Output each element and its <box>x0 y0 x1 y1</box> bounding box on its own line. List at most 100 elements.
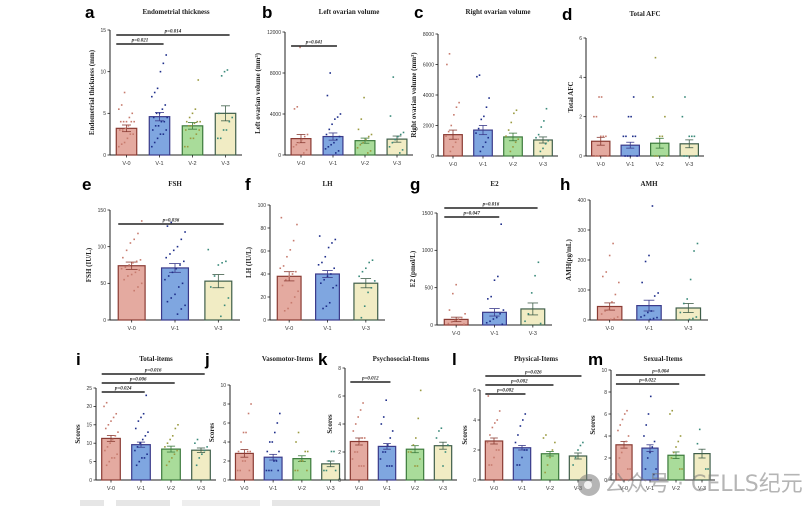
data-point <box>270 469 273 472</box>
y-tick-label: 0 <box>473 478 476 484</box>
data-point <box>131 112 134 115</box>
data-point <box>337 150 340 152</box>
data-point <box>519 425 522 427</box>
data-point <box>634 135 637 138</box>
data-point <box>139 259 142 261</box>
data-point <box>495 316 498 319</box>
data-point <box>296 106 299 108</box>
data-point <box>452 292 454 295</box>
y-tick-label: 100 <box>578 288 587 294</box>
x-tick-label: V-1 <box>645 326 653 332</box>
panel-letter: l <box>452 350 457 369</box>
data-point <box>286 255 288 258</box>
data-point <box>283 310 286 312</box>
data-point <box>458 101 460 104</box>
data-point <box>362 141 364 144</box>
y-tick-label: 0 <box>103 153 106 159</box>
data-point <box>217 112 220 115</box>
data-point <box>695 316 698 318</box>
data-point <box>501 323 504 326</box>
data-point <box>407 451 410 453</box>
data-point <box>273 460 275 462</box>
y-tick-label: 2 <box>473 448 476 454</box>
bar-V-1 <box>148 116 171 156</box>
data-point <box>151 129 154 131</box>
data-point <box>597 155 599 157</box>
y-tick-label: 4 <box>223 440 226 446</box>
data-point <box>301 460 304 462</box>
data-point <box>127 125 130 127</box>
data-point <box>545 107 548 110</box>
data-point <box>320 282 322 284</box>
data-point <box>480 118 483 121</box>
data-point <box>460 316 463 319</box>
data-point <box>194 108 197 110</box>
data-point <box>623 446 625 448</box>
data-point <box>186 145 189 148</box>
panel-m: m Sexual-Items 0 2 4 6 8 10 Scores V-0 V-1 V-2 V-3 p=… <box>588 350 715 492</box>
data-point <box>366 152 369 154</box>
data-point <box>132 133 135 135</box>
x-tick-label: V-0 <box>240 486 248 492</box>
data-point <box>179 264 181 266</box>
data-point <box>542 147 544 150</box>
data-point <box>594 155 597 157</box>
data-point <box>265 469 268 472</box>
data-point <box>544 143 547 145</box>
data-point <box>323 469 325 472</box>
panel-title: FSH <box>168 180 182 188</box>
data-point <box>517 434 519 436</box>
bar-V-3 <box>433 445 453 481</box>
y-tick-label: 8000 <box>423 32 434 38</box>
data-point <box>143 457 146 459</box>
x-tick-label: V-0 <box>107 486 115 492</box>
data-point <box>170 297 173 299</box>
data-point <box>118 108 120 110</box>
data-point <box>514 441 517 444</box>
data-point <box>318 235 321 237</box>
data-point <box>163 120 166 123</box>
data-point <box>297 290 299 293</box>
data-point <box>630 115 632 118</box>
data-point <box>524 320 526 323</box>
data-point <box>220 75 223 77</box>
y-tick-label: 15 <box>100 28 106 34</box>
data-point <box>455 106 458 108</box>
data-point <box>683 155 685 157</box>
bar-V-0 <box>349 440 369 481</box>
data-point <box>299 46 301 49</box>
data-point <box>162 62 165 65</box>
x-tick-label: V-3 <box>529 331 537 337</box>
data-point <box>489 434 491 436</box>
data-point <box>177 424 179 426</box>
data-point <box>534 274 536 277</box>
panel-title: Endometrial thickness <box>142 8 209 16</box>
data-point <box>527 313 530 315</box>
data-point <box>365 267 367 270</box>
y-tick-label: 2 <box>223 459 226 465</box>
data-point <box>245 431 247 434</box>
data-point <box>370 287 373 289</box>
data-point <box>452 146 454 148</box>
panel-d: d Total AFC 0 2 4 6 Total AFC V-0 V-1 V-2 V-3 <box>562 5 704 168</box>
data-point <box>136 446 139 448</box>
data-point <box>677 440 680 443</box>
y-axis-label: AMH(pg/mL) <box>565 239 573 281</box>
data-point <box>679 311 682 314</box>
data-point <box>165 256 167 259</box>
data-point <box>684 96 686 98</box>
x-tick-label: V-3 <box>221 161 229 167</box>
data-point <box>500 223 502 225</box>
data-point <box>123 278 125 281</box>
data-point <box>180 238 183 241</box>
data-point <box>386 465 388 467</box>
data-point <box>485 321 488 324</box>
data-point <box>305 149 308 151</box>
data-point <box>335 138 338 141</box>
data-point <box>196 120 199 123</box>
data-point <box>201 453 203 456</box>
data-point <box>602 275 604 278</box>
data-point <box>643 314 646 317</box>
data-point <box>328 301 331 304</box>
data-point <box>223 304 226 307</box>
